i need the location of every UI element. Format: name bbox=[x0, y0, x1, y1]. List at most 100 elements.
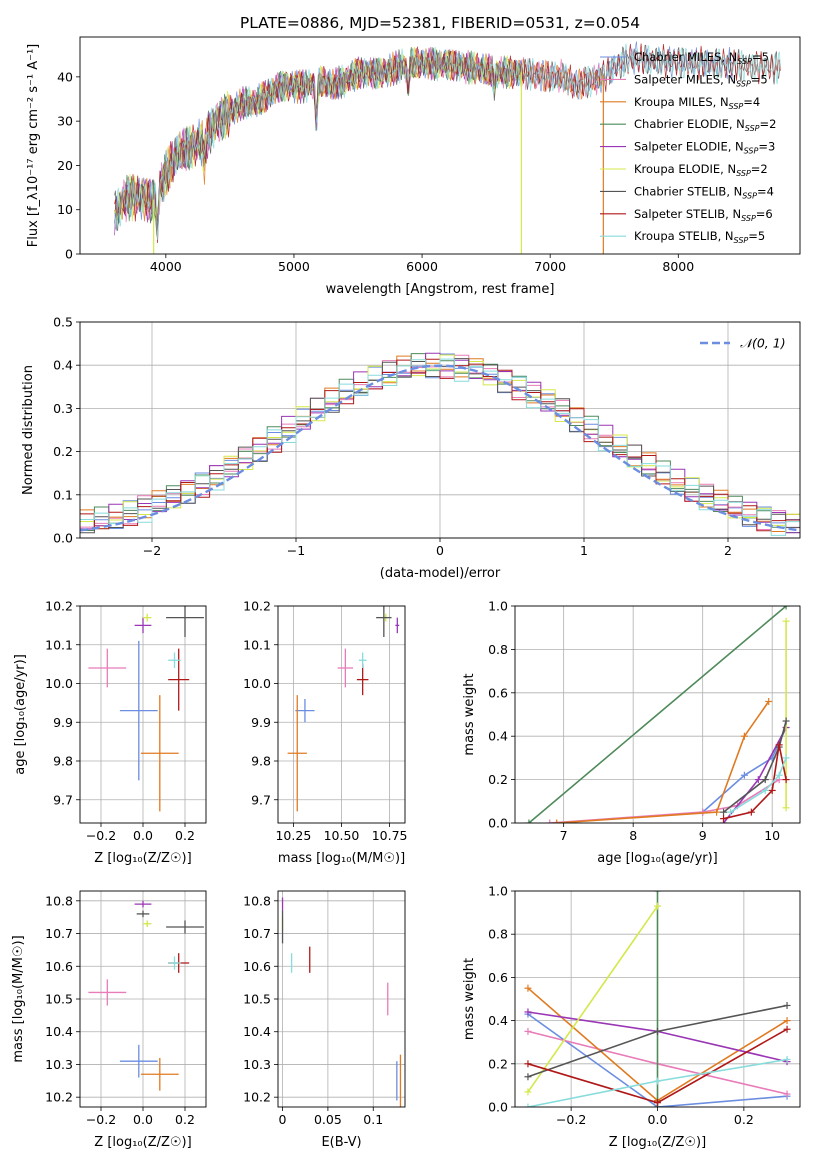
mass-weight-line bbox=[723, 720, 787, 813]
y-tick-label: 0.3 bbox=[53, 401, 73, 416]
axes-frame bbox=[79, 605, 207, 824]
mass-weight-marker bbox=[524, 1103, 532, 1107]
y-tick-label: 0.5 bbox=[53, 315, 73, 330]
mass-weight-marker bbox=[761, 776, 769, 784]
x-tick-label: 0.2 bbox=[175, 1112, 195, 1127]
x-axis-label: age [log₁₀(age/yr)] bbox=[597, 851, 718, 866]
mass-weight-marker bbox=[783, 1055, 791, 1063]
y-tick-label: 0.8 bbox=[488, 927, 508, 942]
mass-weight-line bbox=[556, 701, 770, 823]
errorbar-point bbox=[168, 648, 190, 711]
y-tick-label: 0 bbox=[65, 247, 73, 262]
mass-weight-marker bbox=[768, 786, 776, 794]
mass-weight-marker bbox=[524, 984, 532, 992]
y-tick-label: 0.0 bbox=[488, 816, 508, 831]
legend-label: Salpeter STELIB, NSSP=6 bbox=[634, 207, 773, 223]
errorbar-point bbox=[119, 640, 158, 781]
axes-frame bbox=[514, 890, 801, 1108]
x-axis-label: wavelength [Angstrom, rest frame] bbox=[326, 282, 555, 297]
legend-label: Salpeter MILES, NSSP=5 bbox=[634, 72, 768, 88]
mass-weight-marker bbox=[546, 819, 554, 823]
massweight-vs-age-axes: 7 8 9 10 0.0 0.2 0.4 0.6 0.8 1.0 age [log₁₀(age/yr… bbox=[462, 599, 801, 866]
x-tick-label: 0.0 bbox=[133, 1112, 153, 1127]
mass-weight-marker bbox=[783, 1090, 791, 1098]
legend-label: Kroupa MILES, NSSP=4 bbox=[634, 95, 760, 111]
legend-label: Chabrier MILES, NSSP=5 bbox=[634, 50, 769, 66]
errorbar-point bbox=[88, 648, 127, 688]
y-tick-label: 0.6 bbox=[488, 970, 508, 985]
errorbar-point bbox=[140, 695, 179, 812]
errorbar-point bbox=[119, 1044, 158, 1078]
errorbar-point bbox=[287, 695, 307, 812]
spectrum-series-line bbox=[114, 43, 781, 240]
errorbar-point bbox=[136, 910, 150, 918]
gaussian-curve bbox=[80, 364, 800, 532]
errorbar-point bbox=[143, 613, 152, 622]
mass-weight-marker bbox=[747, 808, 755, 816]
y-tick-label: 10.1 bbox=[243, 637, 271, 652]
mass-weight-marker bbox=[761, 786, 769, 794]
legend-label: Kroupa ELODIE, NSSP=2 bbox=[634, 162, 768, 178]
x-tick-label: −0.2 bbox=[86, 1112, 116, 1127]
mass-weight-marker bbox=[783, 1001, 791, 1009]
mass-weight-marker bbox=[524, 1027, 532, 1035]
x-tick-label: 8 bbox=[629, 828, 637, 843]
errorbar-point bbox=[143, 920, 152, 927]
age-vs-Z-axes: −0.2 0.0 0.2 9.7 9.8 9.9 10.0 10.1 10.2 Z [log₁₀(… bbox=[13, 599, 207, 866]
y-tick-label: 9.8 bbox=[53, 754, 73, 769]
y-tick-label: 10 bbox=[57, 202, 73, 217]
mass-weight-marker bbox=[720, 815, 728, 823]
mass-weight-marker bbox=[740, 771, 748, 779]
y-tick-label: 0.6 bbox=[488, 685, 508, 700]
errorbar-point bbox=[356, 664, 369, 696]
y-tick-label: 0.2 bbox=[488, 772, 508, 787]
x-axis-label: E(B-V) bbox=[321, 1135, 361, 1150]
axes-frame bbox=[277, 890, 406, 1108]
y-tick-label: 10.6 bbox=[45, 959, 73, 974]
errorbar-point bbox=[376, 606, 392, 637]
y-tick-label: 10.2 bbox=[45, 1090, 73, 1105]
x-axis-label: (data-model)/error bbox=[380, 566, 501, 581]
y-axis-label: age [log₁₀(age/yr)] bbox=[13, 654, 28, 775]
y-tick-label: 0.4 bbox=[488, 729, 508, 744]
y-tick-label: 10.1 bbox=[45, 637, 73, 652]
mass-weight-marker bbox=[775, 771, 783, 779]
legend-label: Chabrier ELODIE, NSSP=2 bbox=[634, 117, 776, 133]
mass-weight-marker bbox=[654, 902, 661, 910]
mass-weight-line bbox=[528, 606, 787, 823]
y-tick-label: 10.4 bbox=[45, 1024, 73, 1039]
y-tick-label: 40 bbox=[57, 69, 73, 84]
mass-weight-marker bbox=[654, 1077, 661, 1085]
x-tick-label: 0.0 bbox=[133, 828, 153, 843]
mass-weight-marker bbox=[713, 808, 721, 816]
x-tick-label: 8000 bbox=[662, 259, 694, 274]
errorbar-point bbox=[88, 979, 127, 1006]
y-tick-label: 10.2 bbox=[45, 599, 73, 614]
x-tick-label: −0.2 bbox=[556, 1112, 586, 1127]
y-axis-label: Flux [f_λ10⁻¹⁷ erg cm⁻² s⁻¹ A⁻¹] bbox=[26, 44, 41, 248]
y-tick-label: 10.7 bbox=[243, 926, 271, 941]
x-tick-label: 0.2 bbox=[175, 828, 195, 843]
errorbar-point bbox=[295, 699, 315, 723]
x-tick-label: 6000 bbox=[406, 259, 438, 274]
errorbar-point bbox=[337, 648, 354, 688]
x-axis-label: mass [log₁₀(M/M☉)] bbox=[278, 851, 405, 866]
errorbar-point bbox=[134, 617, 152, 634]
errorbar-point bbox=[358, 652, 367, 668]
x-tick-label: −1 bbox=[287, 543, 305, 558]
y-tick-label: 10.3 bbox=[45, 1057, 73, 1072]
mass-weight-marker bbox=[775, 741, 783, 749]
mass-weight-marker bbox=[553, 819, 561, 823]
spectrum-legend: Chabrier MILES, NSSP=5 Salpeter MILES, NS… bbox=[600, 50, 776, 245]
mass-vs-ebv-axes: 0 0.05 0.1 10.2 10.3 10.4 10.5 10.6 10.7 10.8 E(B-… bbox=[243, 890, 406, 1150]
x-tick-label: 0 bbox=[279, 1112, 287, 1127]
y-tick-label: 1.0 bbox=[488, 884, 508, 899]
x-tick-label: 9 bbox=[699, 828, 707, 843]
y-tick-label: 0.4 bbox=[488, 1013, 508, 1028]
x-tick-label: 5000 bbox=[278, 259, 310, 274]
mass-vs-Z-plot-area bbox=[88, 900, 204, 1091]
mass-weight-marker bbox=[765, 697, 773, 705]
y-tick-label: 20 bbox=[57, 158, 73, 173]
errorbar-point bbox=[168, 956, 181, 970]
